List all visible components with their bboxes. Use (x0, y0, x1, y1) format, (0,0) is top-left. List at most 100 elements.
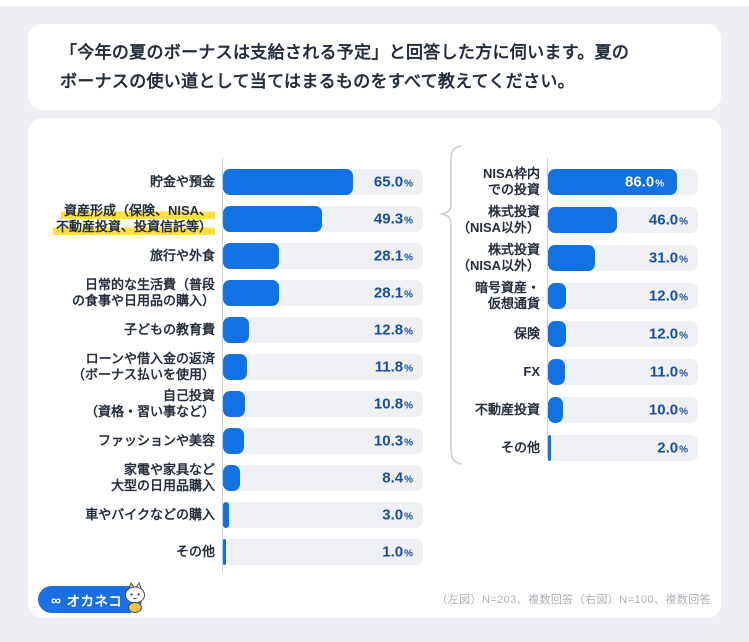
percent-sign: % (404, 289, 413, 300)
okaneko-logo-text: オカネコ (66, 593, 123, 609)
bar-label-line: （資格・習い事など） (84, 403, 215, 419)
bar-value: 10.8% (373, 395, 413, 412)
bar-label: 不動産投資 (450, 402, 540, 418)
okaneko-logo-pill: ∞ オカネコ (38, 586, 143, 613)
bar-zone: 46.0% (548, 201, 698, 239)
chart-row: 自己投資 （資格・習い事など） 10.8% (40, 385, 423, 422)
bar-label-line: 日常的な生活費（普段 (84, 276, 215, 292)
bar (548, 397, 563, 423)
bar-label-line: （NISA以外） (456, 220, 540, 235)
bar (548, 207, 617, 233)
bar-label-line: （ボーナス払いを使用） (71, 366, 215, 382)
bar-label: 暗号資産・ 仮想通貨 (450, 280, 540, 312)
left-bar-chart: 貯金や預金 65.0% 資産形成（保険、NISA、 不動産投資、投資信託等） 49.3%… (40, 163, 423, 570)
percent-sign: % (404, 437, 413, 448)
bar-label-line: 貯金や預金 (149, 173, 215, 189)
bar-zone: 49.3% (223, 200, 423, 237)
percent-sign: % (679, 216, 688, 228)
bar-track (223, 316, 423, 343)
bar-label: 資産形成（保険、NISA、 不動産投資、投資信託等） (40, 202, 215, 235)
bar-zone: 12.0% (548, 277, 698, 315)
bar (223, 427, 244, 454)
percent-sign: % (679, 444, 688, 456)
chart-row: 暗号資産・ 仮想通貨 12.0% (450, 277, 698, 315)
chart-row: 保険 12.0% (450, 315, 698, 353)
bar-zone: 28.1% (223, 237, 423, 274)
bar-track (548, 397, 698, 423)
bar-label-line: 保険 (513, 326, 540, 341)
percent-sign: % (679, 292, 688, 304)
bar-track (548, 321, 698, 347)
percent-sign: % (679, 368, 688, 380)
bar-label: 日常的な生活費（普段 の食事や日用品の購入） (40, 277, 215, 309)
bar-label: 旅行や外食 (40, 248, 215, 264)
bar-label-line: 不動産投資、投資信託等） (52, 218, 215, 235)
top-margin-strip (0, 0, 749, 6)
bar (548, 435, 551, 461)
bar (223, 205, 322, 232)
bar-value: 8.4% (382, 469, 413, 486)
bar-zone: 8.4% (223, 459, 423, 496)
bar-label-line: 車やバイクなどの購入 (85, 506, 215, 522)
bar (548, 321, 566, 347)
bar (223, 353, 247, 380)
bar-track (223, 353, 423, 380)
bar-label-line: 自己投資 (162, 387, 215, 403)
bar-label-line: 暗号資産・ (474, 280, 540, 295)
percent-sign: % (404, 178, 413, 189)
bar-value: 46.0% (648, 211, 688, 229)
bar-zone: 10.8% (223, 385, 423, 422)
bar-label: 株式投資 （NISA以外） (450, 242, 540, 274)
okaneko-logo: ∞ オカネコ (38, 582, 148, 613)
bar-label-line: ファッションや美容 (97, 432, 215, 448)
bar-label-line: 大型の日用品購入 (110, 477, 215, 493)
bar-zone: 10.0% (548, 391, 698, 429)
bar-label: 保険 (450, 326, 540, 342)
bar-track (223, 464, 423, 491)
bar (548, 283, 566, 309)
bar (223, 316, 249, 343)
breakdown-brace (439, 145, 462, 465)
bar-zone: 31.0% (548, 239, 698, 277)
percent-sign: % (679, 254, 688, 266)
bar-label-line: その他 (175, 543, 215, 559)
bar-label: 子どもの教育費 (40, 322, 215, 338)
bar-label-line: 仮想通貨 (487, 296, 540, 311)
chart-row: その他 1.0% (40, 533, 423, 570)
chart-row: 貯金や預金 65.0% (40, 163, 423, 200)
chart-row: 資産形成（保険、NISA、 不動産投資、投資信託等） 49.3% (40, 200, 423, 237)
bar-value: 12.0% (648, 287, 688, 305)
chart-row: ファッションや美容 10.3% (40, 422, 423, 459)
bar-value: 2.0% (657, 439, 688, 457)
question-title: 「今年の夏のボーナスは支給される予定」と回答した方に伺います。夏の ボーナスの使… (28, 24, 721, 96)
bar-label-line: 子どもの教育費 (123, 321, 215, 337)
bar-value: 12.8% (373, 321, 413, 338)
bar-label: ローンや借入金の返済 （ボーナス払いを使用） (40, 351, 215, 383)
bar-value: 49.3% (373, 210, 413, 227)
question-title-card: 「今年の夏のボーナスは支給される予定」と回答した方に伺います。夏の ボーナスの使… (28, 24, 721, 110)
bar-track (223, 390, 423, 417)
bar (223, 501, 229, 528)
bar-track (223, 538, 423, 565)
bar-value: 65.0% (373, 173, 413, 190)
bar-label-line: 株式投資 (487, 242, 540, 257)
infinity-logo-icon: ∞ (51, 591, 62, 608)
chart-card: 貯金や預金 65.0% 資産形成（保険、NISA、 不動産投資、投資信託等） 49.3%… (28, 118, 721, 618)
bar-label-line: 資産形成（保険、NISA、 (60, 202, 215, 219)
bar-label: ファッションや美容 (40, 433, 215, 449)
bar-label: その他 (450, 440, 540, 456)
percent-sign: % (404, 400, 413, 411)
question-title-line2: ボーナスの使い道として当てはまるものをすべて教えてください。 (60, 72, 575, 91)
bar-zone: 11.0% (548, 353, 698, 391)
bar-label-line: 家電や家具など (123, 461, 215, 477)
bar-zone: 1.0% (223, 533, 423, 570)
bar-label-line: ローンや借入金の返済 (85, 350, 215, 366)
bar-value: 28.1% (373, 247, 413, 264)
bar-label-line: FX (523, 364, 540, 379)
percent-sign: % (404, 511, 413, 522)
bar-track (223, 427, 423, 454)
bar-zone: 86.0% (548, 163, 698, 201)
chart-row: 日常的な生活費（普段 の食事や日用品の購入） 28.1% (40, 274, 423, 311)
left-chart-axis-line (222, 158, 223, 572)
right-chart-axis-line (547, 158, 548, 458)
